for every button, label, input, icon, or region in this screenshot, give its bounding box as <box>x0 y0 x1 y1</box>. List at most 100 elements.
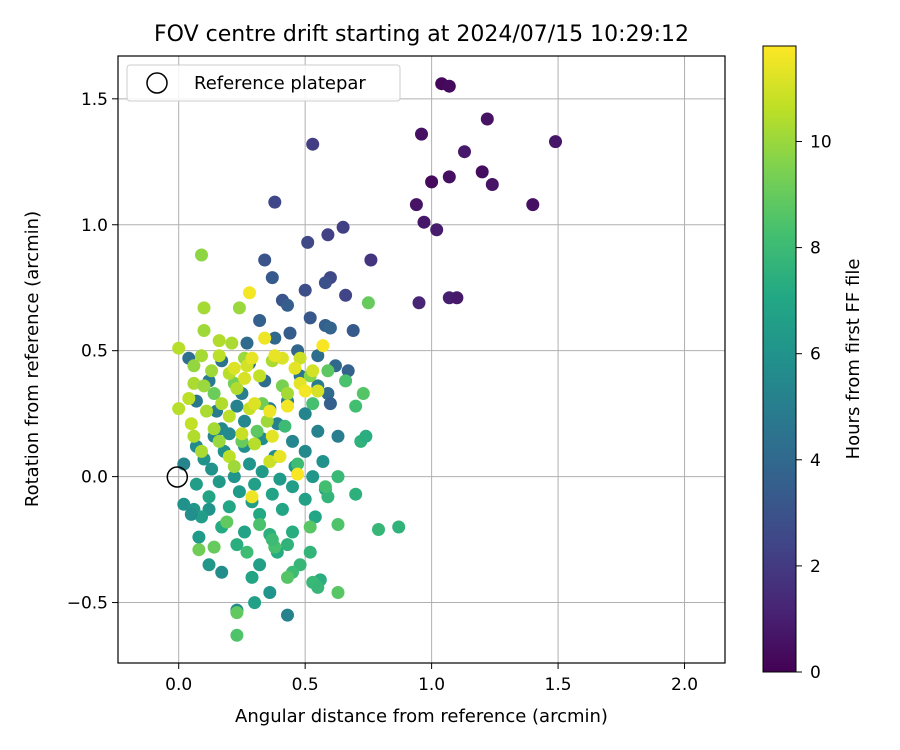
data-point <box>349 487 363 501</box>
data-point <box>197 324 211 337</box>
data-point <box>283 326 297 340</box>
data-point <box>425 175 439 189</box>
data-point <box>240 336 254 350</box>
data-point <box>286 434 299 448</box>
data-point <box>235 427 249 441</box>
data-point <box>197 379 211 393</box>
data-point <box>222 500 236 514</box>
data-point <box>227 361 241 375</box>
data-point <box>212 475 226 489</box>
data-point <box>298 283 312 297</box>
data-point <box>450 291 464 305</box>
data-point <box>331 586 345 599</box>
data-point <box>232 301 246 315</box>
data-point <box>412 296 426 310</box>
data-point <box>318 276 332 290</box>
data-point <box>303 311 317 325</box>
data-point <box>372 523 385 536</box>
data-point <box>248 437 262 451</box>
data-point <box>275 502 289 516</box>
data-point <box>253 518 267 531</box>
data-point <box>240 545 254 559</box>
data-point <box>291 457 305 471</box>
data-point <box>230 399 244 413</box>
data-point <box>243 286 256 300</box>
data-point <box>192 530 206 544</box>
data-point <box>207 387 221 400</box>
data-point <box>268 349 282 363</box>
data-point <box>339 288 353 302</box>
data-point <box>202 490 216 504</box>
data-point <box>222 427 236 441</box>
data-point <box>311 580 325 594</box>
data-point <box>263 455 277 468</box>
y-tick-label: 1.5 <box>81 90 108 110</box>
data-point <box>248 596 262 610</box>
data-point <box>316 455 330 468</box>
data-point <box>187 376 201 390</box>
data-point <box>182 392 196 405</box>
data-point <box>306 364 320 378</box>
grid-lines <box>118 56 725 663</box>
data-point <box>293 351 307 365</box>
y-axis-ticks: −0.5 0.0 0.5 1.0 1.5 <box>67 90 118 614</box>
data-point <box>361 296 375 310</box>
data-point <box>321 364 335 378</box>
data-point <box>281 608 294 622</box>
data-point <box>212 334 226 348</box>
data-point <box>207 540 221 554</box>
data-point <box>263 586 277 599</box>
y-tick-label: −0.5 <box>67 594 108 614</box>
data-point <box>281 399 294 413</box>
data-point <box>230 538 244 552</box>
x-tick-label: 2.0 <box>671 675 698 695</box>
data-point <box>311 424 325 438</box>
data-point <box>288 361 302 375</box>
data-point <box>318 480 332 494</box>
data-point <box>442 79 456 93</box>
x-axis-ticks: 0.0 0.5 1.0 1.5 2.0 <box>165 663 698 695</box>
legend-label: Reference platepar <box>194 73 366 94</box>
data-point <box>184 417 198 431</box>
data-point <box>281 387 294 400</box>
data-point <box>321 490 335 504</box>
data-point <box>298 444 312 458</box>
colorbar-tick-label: 10 <box>810 132 832 152</box>
data-point <box>311 384 325 398</box>
data-point <box>346 324 360 337</box>
data-point <box>260 414 274 428</box>
data-point <box>331 470 345 484</box>
data-point <box>281 538 294 552</box>
data-point <box>232 485 246 499</box>
data-point <box>238 414 251 428</box>
data-points <box>172 77 562 642</box>
data-point <box>215 565 229 579</box>
data-point <box>253 558 267 572</box>
data-point <box>172 341 186 355</box>
data-point <box>311 349 325 363</box>
data-point <box>212 349 226 363</box>
data-point <box>458 145 471 159</box>
data-point <box>189 477 203 491</box>
data-point <box>298 407 312 421</box>
data-point <box>202 558 216 572</box>
data-point <box>250 424 264 438</box>
data-point <box>230 382 244 395</box>
colorbar-tick-label: 2 <box>810 557 821 577</box>
data-point <box>409 198 423 212</box>
data-point <box>227 460 241 473</box>
data-point <box>480 112 494 126</box>
data-point <box>286 480 299 494</box>
data-point <box>303 545 317 559</box>
colorbar-tick-label: 6 <box>810 345 821 365</box>
data-point <box>245 490 259 504</box>
data-point <box>341 364 355 378</box>
data-point <box>268 195 282 209</box>
data-point <box>215 397 229 411</box>
data-point <box>263 404 277 418</box>
data-point <box>205 462 219 476</box>
data-point <box>220 515 234 529</box>
data-point <box>336 220 350 234</box>
data-point <box>192 543 206 557</box>
